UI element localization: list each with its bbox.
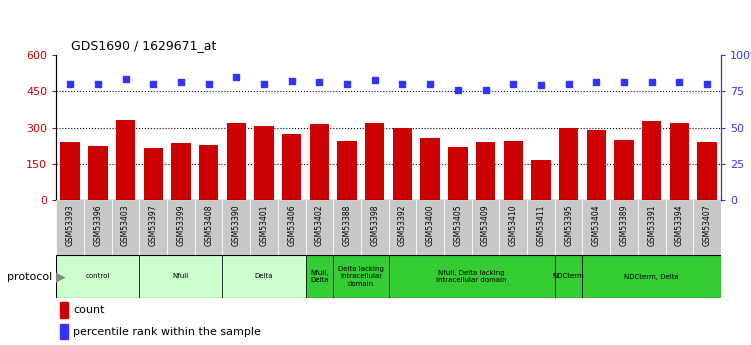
Bar <box>337 141 357 200</box>
Text: NDCterm: NDCterm <box>553 274 584 279</box>
Bar <box>140 255 222 298</box>
Bar <box>472 200 499 255</box>
Bar <box>278 200 306 255</box>
Bar <box>282 134 301 200</box>
Bar <box>555 200 583 255</box>
Text: GSM53408: GSM53408 <box>204 204 213 246</box>
Text: GSM53403: GSM53403 <box>121 204 130 246</box>
Text: Delta lacking
intracellular
domain: Delta lacking intracellular domain <box>338 266 384 286</box>
Text: ▶: ▶ <box>56 270 66 283</box>
Text: GSM53396: GSM53396 <box>93 204 102 246</box>
Bar <box>476 142 495 200</box>
Text: GSM53402: GSM53402 <box>315 204 324 246</box>
Text: GSM53407: GSM53407 <box>703 204 712 246</box>
Bar <box>698 142 716 200</box>
Bar <box>610 200 638 255</box>
Text: GSM53394: GSM53394 <box>675 204 684 246</box>
Bar <box>389 200 416 255</box>
Text: GSM53388: GSM53388 <box>342 204 351 246</box>
Text: GSM53406: GSM53406 <box>287 204 296 246</box>
Bar <box>527 200 555 255</box>
Bar <box>642 121 662 200</box>
Bar <box>448 147 468 200</box>
Bar <box>59 302 68 318</box>
Bar <box>116 120 135 200</box>
Text: GSM53400: GSM53400 <box>426 204 435 246</box>
Bar <box>143 148 163 200</box>
Bar <box>499 200 527 255</box>
Bar <box>84 200 112 255</box>
Text: GDS1690 / 1629671_at: GDS1690 / 1629671_at <box>71 39 217 51</box>
Text: GSM53409: GSM53409 <box>481 204 490 246</box>
Text: Nfull, Delta lacking
intracellular domain: Nfull, Delta lacking intracellular domai… <box>436 270 507 283</box>
Bar <box>61 142 80 200</box>
Bar <box>333 200 361 255</box>
Bar <box>361 200 389 255</box>
Bar <box>227 123 246 200</box>
Text: GSM53393: GSM53393 <box>65 204 74 246</box>
Text: GSM53389: GSM53389 <box>620 204 629 246</box>
Bar <box>389 255 555 298</box>
Bar <box>88 146 107 200</box>
Bar <box>56 200 84 255</box>
Text: percentile rank within the sample: percentile rank within the sample <box>73 327 261 337</box>
Bar <box>255 126 273 200</box>
Bar <box>670 123 689 200</box>
Bar <box>222 255 306 298</box>
Bar <box>333 255 389 298</box>
Text: Delta: Delta <box>255 274 273 279</box>
Bar <box>587 130 606 200</box>
Bar <box>195 200 222 255</box>
Bar <box>59 324 68 339</box>
Bar <box>393 128 412 200</box>
Bar <box>250 200 278 255</box>
Bar <box>171 143 191 200</box>
Text: GSM53404: GSM53404 <box>592 204 601 246</box>
Bar <box>421 138 440 200</box>
Bar <box>167 200 195 255</box>
Bar <box>306 255 333 298</box>
Text: GSM53411: GSM53411 <box>536 204 545 246</box>
Text: GSM53390: GSM53390 <box>232 204 241 246</box>
Text: GSM53395: GSM53395 <box>564 204 573 246</box>
Bar <box>309 124 329 200</box>
Text: NDCterm, Delta: NDCterm, Delta <box>624 274 679 279</box>
Bar <box>56 255 140 298</box>
Text: control: control <box>86 274 110 279</box>
Bar <box>583 255 721 298</box>
Bar <box>112 200 140 255</box>
Text: GSM53397: GSM53397 <box>149 204 158 246</box>
Text: GSM53401: GSM53401 <box>260 204 269 246</box>
Text: Nfull,
Delta: Nfull, Delta <box>310 270 329 283</box>
Bar <box>531 160 550 200</box>
Bar <box>559 128 578 200</box>
Text: GSM53398: GSM53398 <box>370 204 379 246</box>
Text: protocol: protocol <box>8 272 53 282</box>
Bar <box>665 200 693 255</box>
Text: count: count <box>73 305 104 315</box>
Bar <box>583 200 610 255</box>
Text: GSM53410: GSM53410 <box>508 204 517 246</box>
Bar <box>365 123 385 200</box>
Bar <box>222 200 250 255</box>
Bar <box>555 255 583 298</box>
Text: GSM53391: GSM53391 <box>647 204 656 246</box>
Text: GSM53399: GSM53399 <box>176 204 185 246</box>
Text: GSM53405: GSM53405 <box>454 204 463 246</box>
Bar <box>444 200 472 255</box>
Bar <box>416 200 444 255</box>
Bar <box>306 200 333 255</box>
Bar <box>693 200 721 255</box>
Text: GSM53392: GSM53392 <box>398 204 407 246</box>
Bar <box>504 141 523 200</box>
Bar <box>199 145 219 200</box>
Bar <box>140 200 167 255</box>
Bar <box>638 200 665 255</box>
Bar <box>614 140 634 200</box>
Text: Nfull: Nfull <box>173 274 189 279</box>
